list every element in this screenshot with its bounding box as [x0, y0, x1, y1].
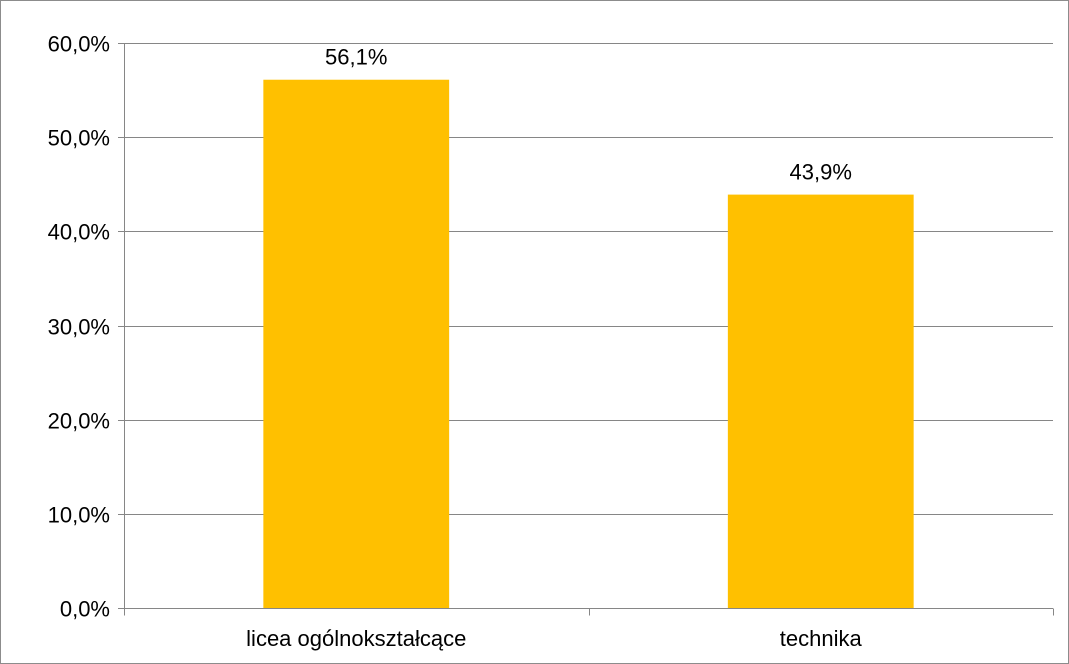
y-tick-label: 30,0% — [48, 315, 110, 340]
data-label: 56,1% — [325, 45, 387, 70]
bar — [727, 194, 914, 608]
bars — [263, 79, 914, 609]
labels: 0,0% 10,0% 20,0% 30,0% 40,0% 50,0% 60,0% 56,1% l… — [48, 32, 863, 652]
y-tick-label: 50,0% — [48, 126, 110, 151]
y-tick-label: 0,0% — [60, 597, 110, 622]
y-tick-label: 10,0% — [48, 503, 110, 528]
bar — [263, 79, 450, 609]
y-tick-label: 40,0% — [48, 220, 110, 245]
data-label: 43,9% — [790, 160, 852, 185]
axes — [118, 43, 1054, 616]
category-label: licea ogólnokształcące — [246, 626, 466, 651]
y-tick-label: 60,0% — [48, 32, 110, 57]
y-tick-label: 20,0% — [48, 409, 110, 434]
category-label: technika — [780, 626, 863, 651]
